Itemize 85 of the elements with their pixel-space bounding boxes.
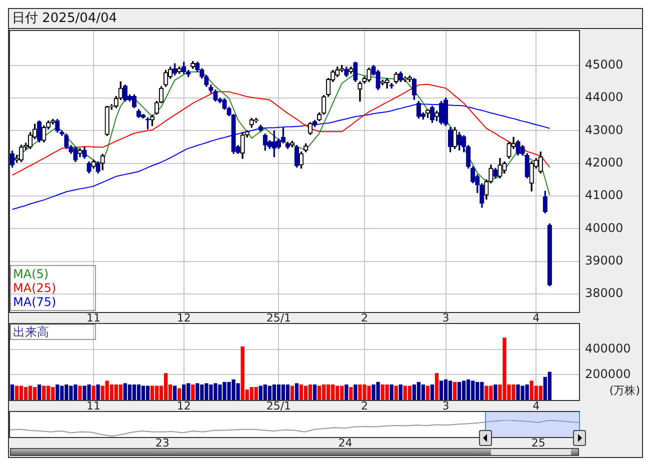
y-tick-label: 42000	[585, 155, 624, 170]
bar	[24, 387, 28, 400]
bar	[448, 380, 452, 400]
bar	[178, 388, 182, 400]
x-tick-label: 24	[338, 436, 352, 450]
chart-title: 日付 2025/04/04	[9, 9, 642, 29]
bar	[408, 386, 412, 400]
bar	[19, 386, 24, 400]
bar	[426, 386, 430, 400]
x-tick-label: 25	[531, 436, 546, 450]
bar	[154, 386, 159, 400]
bar	[136, 384, 141, 400]
y-tick-label: 39000	[585, 253, 624, 268]
x-tick-label: 4	[532, 311, 540, 324]
bar	[421, 384, 426, 400]
bar	[182, 384, 186, 400]
x-tick-label: 2	[360, 311, 368, 324]
bar	[146, 386, 150, 400]
chart-title: 出来高	[10, 324, 96, 340]
bar	[312, 384, 317, 400]
bar	[434, 373, 439, 400]
x-tick-label: 11	[86, 399, 101, 412]
bar	[42, 386, 46, 400]
bar	[254, 387, 258, 400]
bar	[299, 384, 304, 400]
y-tick-label: 43000	[585, 122, 624, 137]
bar	[118, 384, 122, 400]
y-tick-label: 45000	[585, 57, 624, 72]
bar	[294, 383, 299, 400]
y-tick-label: 40000	[585, 220, 624, 235]
y-tick-label: 400000	[585, 341, 631, 356]
bar	[304, 386, 308, 400]
bar	[14, 386, 19, 400]
x-tick-label: 23	[155, 436, 170, 450]
bar	[439, 380, 444, 400]
bar	[173, 386, 177, 400]
bar	[78, 386, 82, 400]
x-tick-label: 12	[176, 399, 191, 412]
bar	[164, 373, 168, 400]
bar	[318, 386, 322, 400]
text: MA(5)	[13, 267, 50, 281]
y-tick-label: 38000	[585, 286, 624, 300]
bar	[308, 384, 312, 400]
bar	[191, 384, 195, 400]
x-tick-label: 3	[442, 399, 450, 412]
bar	[548, 372, 552, 400]
x-tick-label: 3	[442, 311, 450, 324]
bar	[444, 379, 448, 400]
text: MA(25)	[13, 281, 58, 295]
x-tick-label: 4	[532, 399, 540, 412]
bar	[452, 382, 457, 400]
y-axis-title: (万株)	[609, 383, 640, 398]
bar	[38, 384, 42, 400]
x-tick-label: 12	[176, 311, 191, 324]
y-tick-label: 44000	[585, 90, 624, 104]
y-tick-label: 200000	[585, 366, 631, 381]
bar	[290, 386, 294, 400]
bar	[494, 384, 498, 400]
bar	[394, 386, 398, 400]
x-tick-label: 11	[86, 311, 101, 324]
bar	[458, 382, 462, 400]
bar	[344, 384, 348, 400]
bar	[538, 386, 542, 400]
bar	[96, 384, 100, 400]
text: MA(75)	[13, 295, 58, 309]
x-tick-label: 25/1	[266, 311, 292, 324]
bar	[272, 384, 276, 400]
bar	[28, 386, 32, 400]
bar	[354, 384, 358, 400]
bar	[390, 384, 394, 400]
y-tick-label: 41000	[585, 188, 624, 202]
bar	[430, 384, 434, 400]
bar	[398, 384, 402, 400]
bar	[92, 386, 96, 400]
bar	[281, 384, 286, 400]
bar	[416, 382, 421, 400]
x-tick-label: 25/1	[266, 399, 292, 412]
bar	[132, 384, 136, 400]
bar	[10, 384, 14, 400]
bar	[276, 384, 281, 400]
bar	[141, 386, 146, 400]
x-tick-label: 2	[360, 399, 368, 412]
bar	[286, 384, 290, 400]
bar	[150, 386, 154, 400]
bar	[349, 387, 353, 400]
